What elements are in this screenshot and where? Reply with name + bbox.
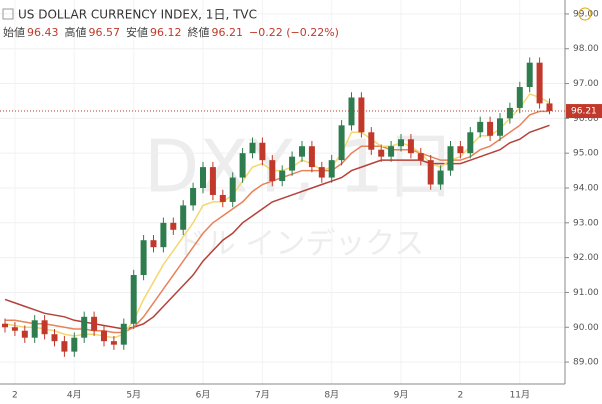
candle-body — [51, 334, 58, 342]
candle-body — [110, 341, 117, 345]
candle-body — [209, 167, 216, 195]
candle-body — [487, 121, 494, 136]
candle-body — [200, 167, 206, 188]
candle-body — [249, 142, 256, 154]
header-icon — [2, 8, 14, 20]
candle-body — [318, 167, 325, 178]
candle-body — [308, 146, 315, 168]
y-tick-label: 96.00 — [573, 114, 599, 124]
candle-body — [427, 160, 434, 185]
y-tick-label: 89.00 — [573, 358, 599, 368]
candle-body — [328, 160, 335, 178]
x-tick-label: 2 — [12, 391, 18, 401]
candle-body — [269, 160, 276, 182]
last-price-box — [566, 104, 602, 119]
candle-body — [180, 205, 187, 230]
ohlc-name: 安値 — [126, 25, 148, 39]
candle-body — [61, 341, 68, 352]
candle-body — [497, 118, 503, 136]
y-tick-label: 94.00 — [573, 183, 599, 193]
candle-body — [407, 139, 414, 154]
last-price-label: 96.21 — [571, 107, 597, 117]
candle-body — [170, 222, 177, 230]
candle-body — [130, 275, 137, 324]
candle-body — [81, 316, 88, 338]
candle-body — [41, 320, 48, 335]
x-tick-label: 11月 — [510, 390, 530, 401]
candle-body — [378, 149, 385, 157]
candle-body — [2, 323, 8, 328]
candle-body — [279, 170, 286, 182]
x-tick-label: 9月 — [394, 390, 409, 401]
moving-average — [4, 93, 550, 339]
candle-body — [516, 87, 523, 108]
ohlc-name: 高値 — [65, 25, 87, 39]
x-tick-label: 2 — [458, 391, 464, 401]
candle-body — [467, 132, 474, 154]
candle-body — [457, 146, 464, 154]
candle-body — [91, 316, 98, 331]
candle-body — [239, 153, 246, 178]
candle-body — [536, 62, 543, 104]
x-tick-label: 7月 — [255, 390, 270, 401]
x-tick-label: 6月 — [196, 390, 211, 401]
candle-body — [388, 146, 395, 157]
candle-body — [358, 97, 365, 133]
ohlc-value: 96.12 — [150, 26, 182, 39]
candle-body — [140, 240, 147, 276]
x-tick-label: 4月 — [67, 390, 82, 401]
candle-body — [219, 194, 226, 202]
y-tick-label: 99.00 — [573, 9, 599, 19]
candle-body — [546, 103, 553, 112]
candle-body — [31, 320, 38, 338]
ohlc-value: 96.57 — [89, 26, 121, 39]
x-tick-label: 8月 — [324, 390, 339, 401]
y-tick-label: 90.00 — [573, 323, 599, 333]
change-value: −0.22 (−0.22%) — [249, 26, 339, 39]
candle-body — [101, 330, 107, 342]
watermark-sub: ドル インデックス — [176, 227, 425, 262]
y-tick-label: 91.00 — [573, 288, 599, 298]
candle-body — [477, 121, 484, 133]
y-tick-label: 95.00 — [573, 149, 599, 159]
chart-title: US DOLLAR CURRENCY INDEX, 1日, TVC — [18, 8, 257, 22]
candle-body — [506, 107, 513, 119]
ohlc-value: 96.43 — [27, 26, 59, 39]
x-tick-label: 5月 — [126, 390, 141, 401]
candle-body — [338, 125, 345, 161]
candle-body — [71, 337, 78, 352]
candle-body — [150, 240, 157, 248]
y-tick-label: 93.00 — [573, 218, 599, 228]
candle-body — [229, 177, 236, 202]
candle-body — [160, 222, 167, 248]
candle-body — [447, 146, 454, 171]
ohlc-header: 始値 96.43 高値 96.57 安値 96.12 終値 96.21 −0.22 (−0.22… — [3, 25, 339, 39]
candle-body — [21, 330, 28, 338]
ohlc-name: 始値 — [3, 25, 25, 39]
y-tick-label: 92.00 — [573, 253, 599, 263]
y-tick-label: 98.00 — [573, 44, 599, 54]
candle-body — [417, 153, 424, 161]
candle-body — [11, 327, 18, 331]
alert-icon — [578, 7, 592, 21]
candle-body — [190, 187, 197, 206]
candle-body — [299, 146, 305, 157]
candle-body — [120, 323, 127, 345]
y-tick-label: 97.00 — [573, 79, 599, 89]
candle-body — [526, 62, 533, 88]
candle-body — [437, 170, 444, 185]
candle-body — [259, 142, 266, 161]
candle-body — [398, 139, 404, 147]
ohlc-name: 終値 — [188, 25, 210, 39]
candle-body — [368, 132, 375, 150]
candle-body — [289, 156, 296, 171]
ohlc-value: 96.21 — [212, 26, 244, 39]
